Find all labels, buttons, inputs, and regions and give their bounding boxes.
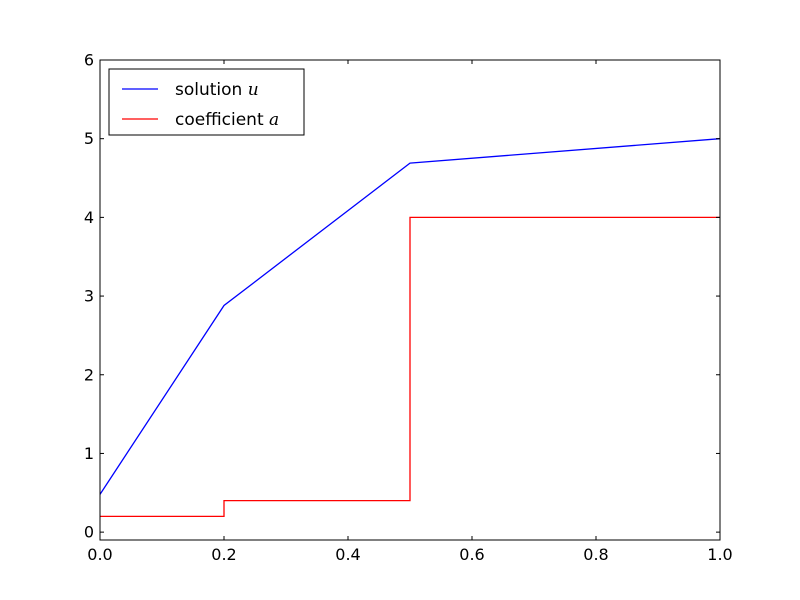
legend-box [108, 68, 305, 136]
x-tick-label: 0.0 [87, 545, 112, 564]
legend: solution u coefficient a [108, 68, 305, 136]
legend-label: solution u [175, 80, 259, 100]
series-layer [99, 138, 721, 518]
series-line-solution-u [99, 138, 721, 495]
y-tick-label: 1 [84, 444, 94, 463]
y-tick-label: 5 [84, 129, 94, 148]
ticks-layer: 0.0 0.2 0.4 0.6 0.8 1.0 0 1 2 3 4 5 6 [84, 51, 733, 565]
legend-label: coefficient a [175, 110, 279, 130]
y-tick-label: 6 [84, 51, 94, 70]
y-tick-label: 3 [84, 287, 94, 306]
y-tick-label: 4 [84, 208, 94, 227]
axes-frame [99, 59, 721, 541]
y-tick-label: 0 [84, 523, 94, 542]
series-line-coefficient-a [100, 216, 720, 518]
y-tick-label: 2 [84, 365, 94, 384]
x-tick-label: 0.6 [459, 545, 484, 564]
x-tick-label: 0.4 [335, 545, 360, 564]
x-tick-label: 0.8 [583, 545, 608, 564]
x-tick-label: 1.0 [707, 545, 732, 564]
x-tick-label: 0.2 [211, 545, 236, 564]
